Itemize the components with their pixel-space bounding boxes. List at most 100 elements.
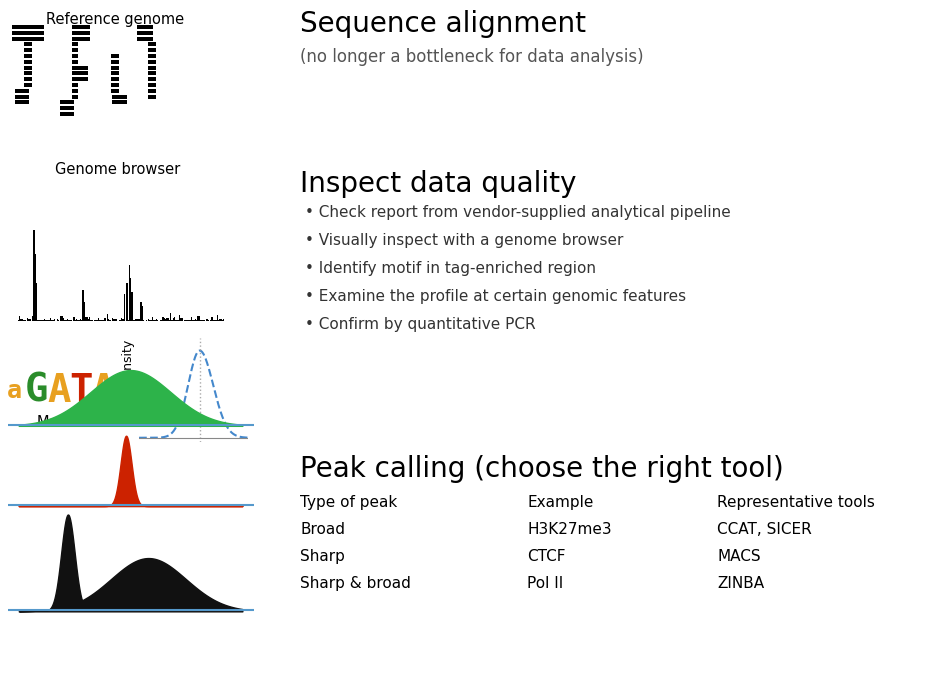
Bar bbox=[220, 319, 221, 321]
Bar bbox=[137, 25, 153, 29]
Bar bbox=[181, 318, 182, 321]
Bar bbox=[72, 65, 88, 70]
Bar bbox=[112, 101, 127, 105]
Bar bbox=[12, 25, 44, 29]
Text: Sequence alignment: Sequence alignment bbox=[300, 10, 586, 38]
Bar bbox=[86, 317, 88, 321]
Text: • Examine the profile at certain genomic features: • Examine the profile at certain genomic… bbox=[305, 289, 686, 304]
Bar bbox=[72, 25, 90, 29]
Bar bbox=[111, 89, 119, 92]
Bar bbox=[217, 315, 218, 321]
Bar bbox=[211, 317, 213, 321]
Bar bbox=[60, 101, 74, 105]
Text: A: A bbox=[92, 372, 114, 410]
Bar bbox=[72, 89, 78, 92]
Bar bbox=[138, 319, 139, 321]
Bar bbox=[82, 290, 83, 321]
Bar bbox=[111, 60, 119, 64]
Bar bbox=[89, 317, 90, 321]
Bar bbox=[206, 319, 207, 321]
Bar bbox=[33, 230, 35, 321]
Bar bbox=[72, 48, 78, 52]
Bar bbox=[50, 319, 51, 321]
Bar bbox=[201, 320, 202, 321]
Bar bbox=[74, 317, 75, 321]
Bar bbox=[111, 65, 119, 70]
Bar bbox=[49, 320, 50, 321]
Bar bbox=[19, 317, 21, 321]
Bar bbox=[61, 316, 63, 321]
Bar bbox=[28, 319, 29, 321]
Bar bbox=[76, 319, 78, 321]
Bar bbox=[57, 319, 58, 321]
Bar bbox=[72, 60, 78, 64]
Bar bbox=[97, 318, 99, 321]
Bar bbox=[167, 319, 168, 321]
Bar bbox=[148, 77, 156, 81]
Bar bbox=[111, 72, 119, 76]
Bar bbox=[174, 317, 175, 321]
Bar bbox=[223, 319, 224, 321]
Bar bbox=[111, 54, 119, 58]
Text: Type of peak: Type of peak bbox=[300, 495, 397, 510]
Bar bbox=[112, 318, 114, 321]
Bar bbox=[83, 302, 85, 321]
Bar bbox=[139, 319, 140, 321]
Bar bbox=[199, 316, 200, 321]
Text: MACS: MACS bbox=[717, 549, 761, 564]
Bar bbox=[24, 77, 32, 81]
Bar bbox=[132, 320, 134, 321]
Bar bbox=[165, 319, 166, 321]
Bar bbox=[136, 319, 138, 321]
Bar bbox=[219, 319, 220, 321]
Bar bbox=[148, 65, 156, 70]
Bar bbox=[40, 319, 41, 321]
Bar bbox=[143, 320, 145, 321]
Bar bbox=[112, 95, 127, 99]
Bar bbox=[171, 319, 173, 321]
Bar bbox=[107, 315, 108, 321]
Bar bbox=[32, 316, 33, 321]
Bar bbox=[24, 48, 32, 52]
Bar bbox=[150, 319, 152, 321]
Bar bbox=[121, 318, 122, 321]
Bar bbox=[21, 319, 22, 321]
Bar bbox=[114, 319, 116, 321]
Bar bbox=[126, 283, 128, 321]
Bar bbox=[24, 65, 32, 70]
Bar bbox=[15, 95, 29, 99]
Bar bbox=[131, 292, 132, 321]
Text: Example: Example bbox=[527, 495, 593, 510]
Bar bbox=[72, 54, 78, 58]
Text: Pol II: Pol II bbox=[527, 576, 563, 591]
Text: TSS: TSS bbox=[149, 416, 176, 431]
Text: • Visually inspect with a genome browser: • Visually inspect with a genome browser bbox=[305, 233, 623, 248]
Text: (no longer a bottleneck for data analysis): (no longer a bottleneck for data analysi… bbox=[300, 48, 643, 66]
Bar bbox=[72, 36, 90, 40]
Bar bbox=[152, 317, 153, 321]
Bar bbox=[148, 83, 156, 87]
Bar bbox=[148, 54, 156, 58]
Bar bbox=[60, 106, 74, 110]
Text: Sharp: Sharp bbox=[300, 549, 345, 564]
Text: Inspect data quality: Inspect data quality bbox=[300, 170, 576, 198]
Text: Tag density: Tag density bbox=[121, 340, 134, 410]
Text: CCAT, SICER: CCAT, SICER bbox=[717, 522, 812, 537]
Bar bbox=[67, 319, 68, 321]
Bar bbox=[15, 101, 29, 105]
Bar bbox=[191, 317, 192, 321]
Bar bbox=[148, 72, 156, 76]
Bar bbox=[116, 319, 117, 321]
Bar bbox=[195, 319, 196, 321]
Bar bbox=[122, 319, 124, 321]
Bar bbox=[102, 319, 103, 321]
Bar bbox=[111, 83, 119, 87]
Text: G: G bbox=[26, 372, 48, 410]
Bar bbox=[164, 319, 165, 321]
Bar bbox=[140, 302, 142, 321]
Bar bbox=[148, 89, 156, 92]
Bar bbox=[12, 31, 44, 35]
Bar bbox=[60, 112, 74, 116]
Bar bbox=[148, 43, 156, 47]
Bar bbox=[36, 283, 37, 321]
